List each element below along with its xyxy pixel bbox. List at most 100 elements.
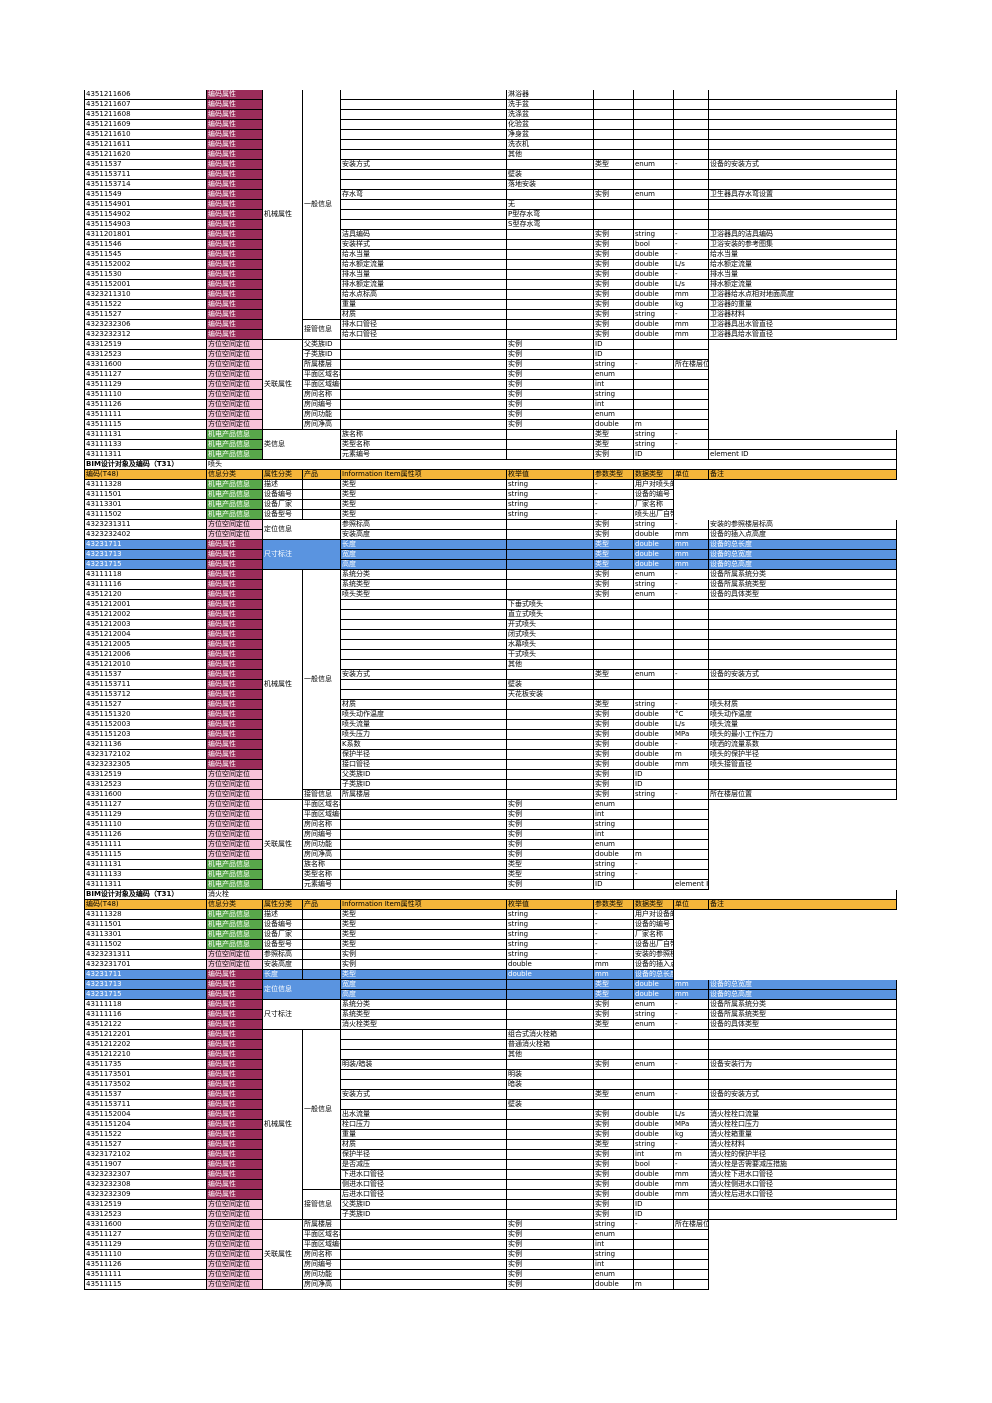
attribute-code: 43231715: [84, 989, 207, 1000]
data-type: string: [593, 359, 634, 370]
data-type: enum: [593, 369, 634, 380]
attribute-code: 4351151203: [84, 729, 207, 740]
note: 设备所属系统类型: [708, 579, 897, 590]
param-class: 实例: [593, 729, 634, 740]
param-class: [593, 1099, 634, 1110]
note: [673, 819, 709, 830]
attribute-code: 43111502: [84, 509, 207, 520]
note: 喷洒的流量系数: [708, 739, 897, 750]
enum-value: [506, 1159, 594, 1170]
info-category: 机电产品信息: [206, 449, 263, 460]
param-class: 实例: [593, 519, 634, 530]
table-row: 43111118 编码属性 机械属性 一般信息 系统分类 实例 enum - 设备所属系统分类: [84, 569, 897, 800]
enum-value: [506, 319, 594, 330]
header-attr-cat: 信息分类: [206, 899, 263, 910]
attribute-code: 43511530: [84, 269, 207, 280]
param-class: 类型: [593, 559, 634, 570]
enum-value: [340, 1229, 507, 1240]
data-type: string: [593, 1219, 634, 1230]
enum-value: [340, 1249, 507, 1260]
unit: -: [673, 229, 709, 240]
attribute-code: 4351152001: [84, 279, 207, 290]
enum-value: [506, 539, 594, 550]
table-row: 43231715 编码属性 高度 类型 double mm 设备的总高度: [84, 989, 897, 1000]
info-category: 编码属性: [206, 1009, 263, 1020]
data-type: [633, 219, 674, 230]
param-class: 类型: [340, 969, 507, 980]
note: 卫浴器具的洁具编码: [708, 229, 897, 240]
unit: [673, 1029, 709, 1040]
table-row: 4323232402 方位空间定位 安装高度 实例 double mm 设备的插入点高度: [84, 529, 897, 540]
header-unit: 单位: [673, 899, 709, 910]
note: 喷头动作温度: [708, 709, 897, 720]
table-row: 43511110 方位空间定位 房间名称 实例 string: [84, 1249, 897, 1260]
data-type: double: [633, 539, 674, 550]
info-category: 机电产品信息: [206, 859, 263, 870]
param-class: 实例: [506, 1279, 594, 1290]
enum-value: [302, 929, 341, 940]
table-row: 43512122 编码属性 消火栓类型 类型 enum - 设备的具体类型: [84, 1019, 897, 1030]
enum-value: [506, 279, 594, 290]
attribute-code: 43511522: [84, 299, 207, 310]
note: [673, 349, 709, 360]
info-category: 编码属性: [206, 289, 263, 300]
info-category: 编码属性: [206, 219, 263, 230]
info-category: 编码属性: [206, 239, 263, 250]
info-item: [340, 619, 507, 630]
note: [708, 1049, 897, 1060]
info-category: 编码属性: [206, 589, 263, 600]
data-type: double: [633, 749, 674, 760]
table-row: 43511127方位空间定位关联属性平面区域名称（防火分区/人防分区）实例enu…: [84, 799, 897, 890]
attribute-code: 43111131: [84, 429, 207, 440]
table-row: 43512120 编码属性 喷头类型 实例 enum - 设备的具体类型: [84, 589, 897, 600]
param-class: 实例: [506, 379, 594, 390]
table-row: 43211136 编码属性 K系数 实例 double - 喷洒的流量系数: [84, 739, 897, 750]
data-type: string: [593, 859, 634, 870]
param-class: 实例: [506, 359, 594, 370]
note: 设备安装行为: [708, 1059, 897, 1070]
table-row: 43511115 方位空间定位 房间净高 实例 double m: [84, 419, 897, 430]
attribute-code: 43111311: [84, 449, 207, 460]
info-category: 编码属性: [206, 1049, 263, 1060]
enum-value: [340, 859, 507, 870]
info-category: 方位空间定位: [206, 1269, 263, 1280]
data-type: [633, 90, 674, 100]
attribute-code: 4351151204: [84, 1119, 207, 1130]
enum-value: 淋浴器: [506, 90, 594, 100]
info-item: 父类族ID: [340, 1199, 507, 1210]
attribute-code: 4351154903: [84, 219, 207, 230]
param-class: 实例: [340, 959, 507, 970]
info-category: 编码属性: [206, 1059, 263, 1070]
info-item: 安装方式: [340, 1089, 507, 1100]
unit: [633, 1269, 674, 1280]
table-row: 43511527 编码属性 材质 类型 string - 喷头材质: [84, 699, 897, 710]
param-class: 类型: [340, 509, 507, 520]
unit: [673, 619, 709, 630]
param-class: [593, 90, 634, 100]
enum-value: 水幕喷头: [506, 639, 594, 650]
note: 厂家名称: [633, 499, 674, 510]
data-type: enum: [633, 569, 674, 580]
note: 卫浴器给水点相对地面高度: [708, 289, 897, 300]
note: [708, 619, 897, 630]
param-class: 实例: [593, 239, 634, 250]
info-category: 编码属性: [206, 1189, 263, 1200]
enum-value: [340, 399, 507, 410]
enum-value: [506, 299, 594, 310]
note: [708, 139, 897, 150]
unit: [673, 779, 709, 790]
param-class: [593, 219, 634, 230]
unit: mm: [673, 329, 709, 340]
attribute-code: 43511129: [84, 809, 207, 820]
param-class: [593, 649, 634, 660]
unit: mm: [673, 289, 709, 300]
info-category: 编码属性: [206, 159, 263, 170]
data-type: [633, 1099, 674, 1110]
table-row: 43511111 方位空间定位 房间功能 实例 enum: [84, 1269, 897, 1280]
note: 设备所属系统类型: [708, 1009, 897, 1020]
info-item: 房间功能: [302, 409, 341, 420]
info-category: 编码属性: [206, 1159, 263, 1170]
data-type: bool: [633, 239, 674, 250]
data-type: ID: [633, 779, 674, 790]
